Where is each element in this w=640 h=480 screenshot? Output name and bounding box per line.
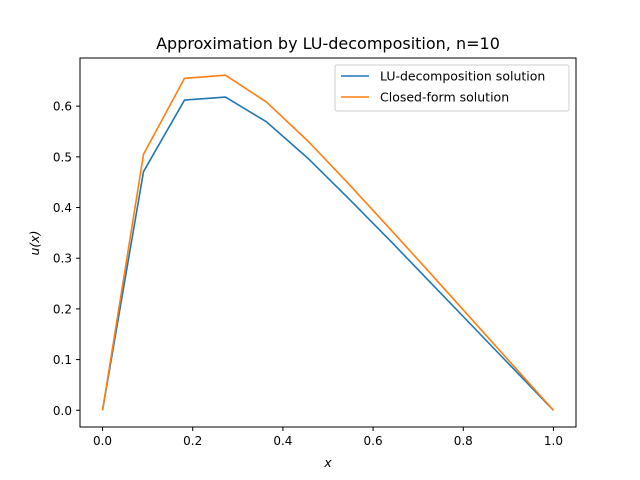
series-line-2 — [101, 74, 555, 411]
y-axis-ticks: 0.0 0.1 0.2 0.3 0.4 0.5 0.6 — [53, 100, 80, 418]
legend-box — [334, 64, 570, 112]
y-tick-label: 0.4 — [53, 201, 72, 215]
y-tick-label: 0.5 — [53, 150, 72, 164]
x-axis-ticks: 0.0 0.2 0.4 0.6 0.8 1.0 — [93, 427, 563, 448]
legend-label-1: LU-decomposition solution — [380, 69, 545, 84]
y-tick-label: 0.1 — [53, 353, 72, 367]
legend-label-2: Closed-form solution — [380, 90, 509, 105]
x-axis-label: x — [323, 455, 332, 470]
chart-title: Approximation by LU-decomposition, n=10 — [156, 34, 500, 53]
y-tick-label: 0.3 — [53, 252, 72, 266]
y-tick-label: 0.6 — [53, 100, 72, 114]
axes-frame — [79, 57, 577, 428]
series-group — [101, 74, 555, 411]
x-tick-label: 0.0 — [93, 434, 112, 448]
y-tick-label: 0.2 — [53, 302, 72, 316]
x-tick-label: 0.6 — [364, 434, 383, 448]
x-tick-label: 0.8 — [454, 434, 473, 448]
axes-background — [80, 58, 576, 427]
y-axis-label: u(x) — [27, 230, 42, 255]
y-tick-label: 0.0 — [53, 404, 72, 418]
legend: LU-decomposition solution Closed-form sol… — [334, 64, 570, 112]
series-line-1 — [101, 96, 555, 411]
x-tick-label: 0.2 — [183, 434, 202, 448]
plot-area: 0.0 0.2 0.4 0.6 0.8 1.0 0.0 0.1 0.2 0.3 0.4 0.5 0.6 — [53, 57, 577, 448]
x-tick-label: 0.4 — [273, 434, 292, 448]
x-tick-label: 1.0 — [544, 434, 563, 448]
